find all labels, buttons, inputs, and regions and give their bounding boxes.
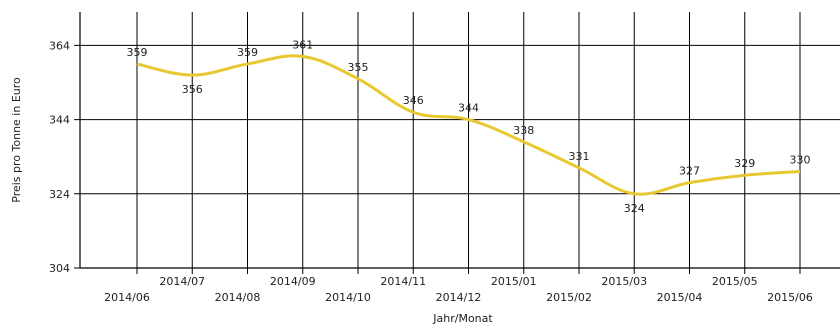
y-tick-label: 344: [49, 114, 70, 127]
x-tick-label: 2014/07: [159, 275, 205, 288]
x-tick-label: 2015/03: [601, 275, 647, 288]
data-label: 346: [403, 94, 424, 107]
data-label: 359: [127, 46, 148, 59]
axes: [79, 12, 840, 269]
y-tick-label: 324: [49, 188, 70, 201]
data-labels: 359 356 359 361 355 346 344 338 331 324 327 329 330: [127, 39, 811, 215]
x-tick-label: 2014/06: [104, 291, 150, 304]
series-line: [136, 54, 801, 196]
x-tick-label: 2015/06: [767, 291, 813, 304]
x-tick-label: 2015/04: [657, 291, 703, 304]
x-axis-title: Jahr/Monat: [432, 312, 493, 325]
y-tick-label: 364: [49, 39, 70, 52]
data-label: 330: [790, 154, 811, 167]
grid-lines: [74, 12, 840, 274]
x-tick-label: 2015/02: [546, 291, 592, 304]
data-label: 359: [237, 46, 258, 59]
data-label: 329: [734, 157, 755, 170]
y-axis-title: Preis pro Tonne in Euro: [10, 77, 23, 203]
data-label: 324: [624, 202, 645, 215]
x-tick-label: 2015/05: [712, 275, 758, 288]
x-tick-label: 2014/12: [436, 291, 482, 304]
x-tick-label: 2014/10: [325, 291, 371, 304]
data-label: 338: [513, 124, 534, 137]
x-axis-ticks: 2014/06 2014/07 2014/08 2014/09 2014/10 2014/…: [104, 275, 813, 304]
y-tick-label: 304: [49, 262, 70, 275]
x-tick-label: 2014/08: [215, 291, 261, 304]
data-label: 361: [292, 39, 313, 52]
x-tick-label: 2015/01: [491, 275, 537, 288]
x-tick-label: 2014/09: [270, 275, 316, 288]
data-label: 355: [348, 61, 369, 74]
x-tick-label: 2014/11: [380, 275, 426, 288]
data-label: 356: [182, 83, 203, 96]
data-label: 331: [569, 150, 590, 163]
data-label: 344: [458, 102, 479, 115]
y-axis-ticks: 304 324 344 364: [49, 39, 70, 275]
data-label: 327: [679, 165, 700, 178]
